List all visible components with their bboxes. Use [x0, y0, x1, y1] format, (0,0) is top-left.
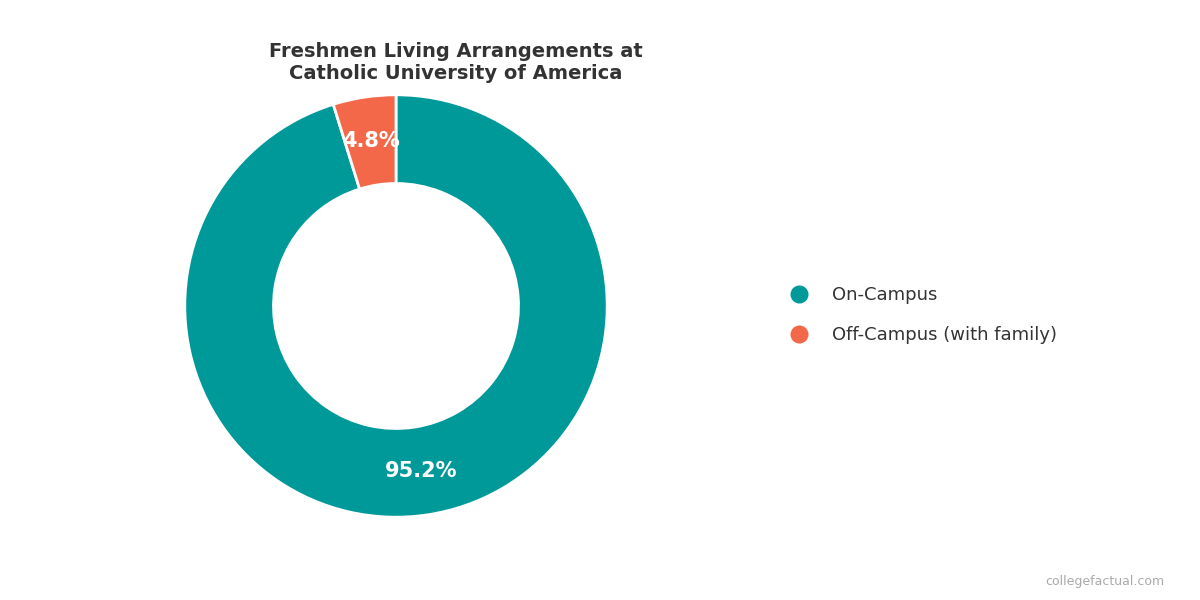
- Wedge shape: [334, 95, 396, 189]
- Legend: On-Campus, Off-Campus (with family): On-Campus, Off-Campus (with family): [774, 279, 1064, 351]
- Text: 4.8%: 4.8%: [342, 131, 400, 151]
- Text: Freshmen Living Arrangements at
Catholic University of America: Freshmen Living Arrangements at Catholic…: [269, 42, 643, 83]
- Text: 95.2%: 95.2%: [385, 461, 457, 481]
- Text: collegefactual.com: collegefactual.com: [1045, 575, 1164, 588]
- Wedge shape: [185, 95, 607, 517]
